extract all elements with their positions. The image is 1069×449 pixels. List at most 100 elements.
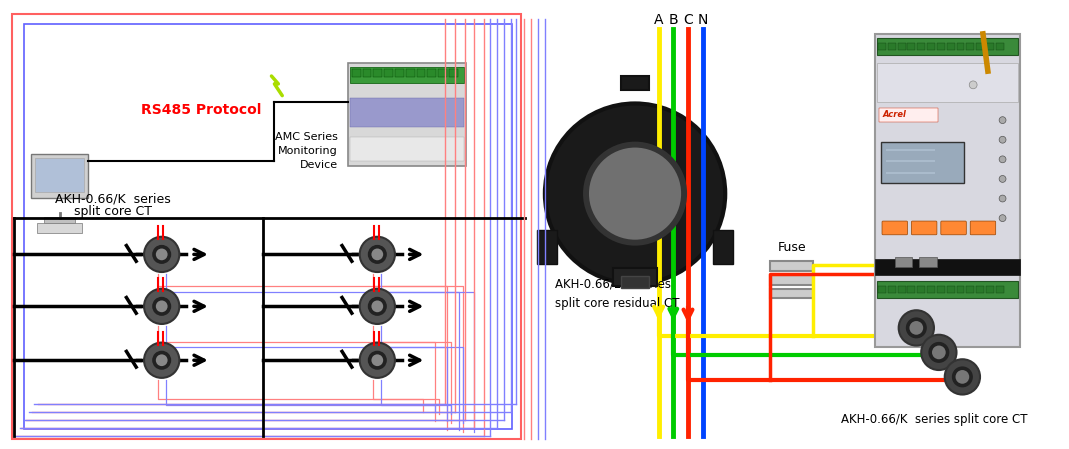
Circle shape <box>156 248 168 260</box>
Bar <box>927 286 935 293</box>
Bar <box>936 43 945 49</box>
Circle shape <box>371 300 383 312</box>
Bar <box>347 63 465 166</box>
Bar <box>771 261 814 271</box>
Bar <box>917 286 925 293</box>
Text: AMC Series
Monitoring
Device: AMC Series Monitoring Device <box>275 132 338 170</box>
Bar <box>957 43 964 49</box>
Bar <box>352 69 360 77</box>
Bar <box>394 69 404 77</box>
Bar <box>957 286 964 293</box>
Bar <box>449 69 458 77</box>
Circle shape <box>956 370 970 384</box>
Bar <box>986 286 994 293</box>
Circle shape <box>359 237 394 272</box>
Text: split core CT: split core CT <box>74 205 152 218</box>
Bar <box>771 275 814 285</box>
Circle shape <box>144 237 180 272</box>
Bar <box>37 223 82 233</box>
Bar <box>35 158 84 192</box>
Bar <box>895 257 913 267</box>
Circle shape <box>1000 195 1006 202</box>
Bar <box>881 142 964 183</box>
Bar <box>947 286 955 293</box>
Circle shape <box>144 343 180 378</box>
FancyBboxPatch shape <box>912 221 936 235</box>
Bar <box>12 14 522 439</box>
Bar <box>995 43 1004 49</box>
Circle shape <box>970 81 977 89</box>
Text: Acrel: Acrel <box>883 110 907 119</box>
Circle shape <box>1000 176 1006 182</box>
Bar <box>976 43 983 49</box>
Circle shape <box>369 352 386 369</box>
Bar <box>878 43 886 49</box>
Bar <box>898 43 905 49</box>
Bar <box>621 276 649 288</box>
Circle shape <box>1000 215 1006 221</box>
Bar <box>936 286 945 293</box>
Circle shape <box>589 148 681 240</box>
Bar <box>888 43 896 49</box>
Text: AKH-0.66/K  series: AKH-0.66/K series <box>55 192 171 205</box>
Bar <box>373 69 383 77</box>
Bar <box>350 67 464 83</box>
Bar <box>995 286 1004 293</box>
Bar <box>966 43 974 49</box>
Circle shape <box>369 246 386 263</box>
Text: AKH-0.66/K  series split core CT: AKH-0.66/K series split core CT <box>841 413 1027 426</box>
Bar <box>384 69 393 77</box>
Circle shape <box>899 310 934 346</box>
Circle shape <box>359 343 394 378</box>
Bar <box>876 259 1020 275</box>
Bar <box>438 69 447 77</box>
Circle shape <box>545 103 725 284</box>
Circle shape <box>929 343 948 362</box>
Bar <box>986 43 994 49</box>
Text: RS485 Protocol: RS485 Protocol <box>141 103 261 117</box>
Circle shape <box>952 367 972 387</box>
Circle shape <box>921 335 957 370</box>
Bar <box>24 24 512 429</box>
Bar <box>621 76 649 90</box>
Bar <box>878 281 1019 299</box>
Circle shape <box>584 143 686 245</box>
Bar <box>417 69 425 77</box>
Circle shape <box>144 289 180 324</box>
Bar <box>350 137 464 161</box>
Bar <box>406 69 415 77</box>
Circle shape <box>153 246 171 263</box>
Circle shape <box>371 248 383 260</box>
Bar <box>350 97 464 127</box>
Circle shape <box>1000 136 1006 143</box>
Text: A: A <box>654 13 664 27</box>
Circle shape <box>156 354 168 366</box>
Text: Fuse: Fuse <box>777 241 806 254</box>
Bar <box>966 286 974 293</box>
Bar <box>917 43 925 49</box>
Bar <box>876 34 1020 348</box>
Bar <box>713 230 733 264</box>
Circle shape <box>932 346 946 359</box>
Circle shape <box>371 354 383 366</box>
Bar <box>428 69 436 77</box>
Bar <box>878 286 886 293</box>
Circle shape <box>1000 117 1006 123</box>
Bar <box>879 108 938 122</box>
Bar <box>44 217 76 223</box>
Circle shape <box>1000 156 1006 163</box>
Circle shape <box>910 321 924 335</box>
Bar <box>908 286 915 293</box>
Bar <box>771 289 814 299</box>
Bar <box>888 286 896 293</box>
Text: B: B <box>668 13 678 27</box>
FancyBboxPatch shape <box>941 221 966 235</box>
Bar <box>878 63 1019 102</box>
Bar <box>976 286 983 293</box>
Bar <box>919 257 936 267</box>
Bar <box>878 38 1019 55</box>
Circle shape <box>156 300 168 312</box>
Text: C: C <box>683 13 693 27</box>
Bar <box>614 268 656 286</box>
Bar <box>898 286 905 293</box>
